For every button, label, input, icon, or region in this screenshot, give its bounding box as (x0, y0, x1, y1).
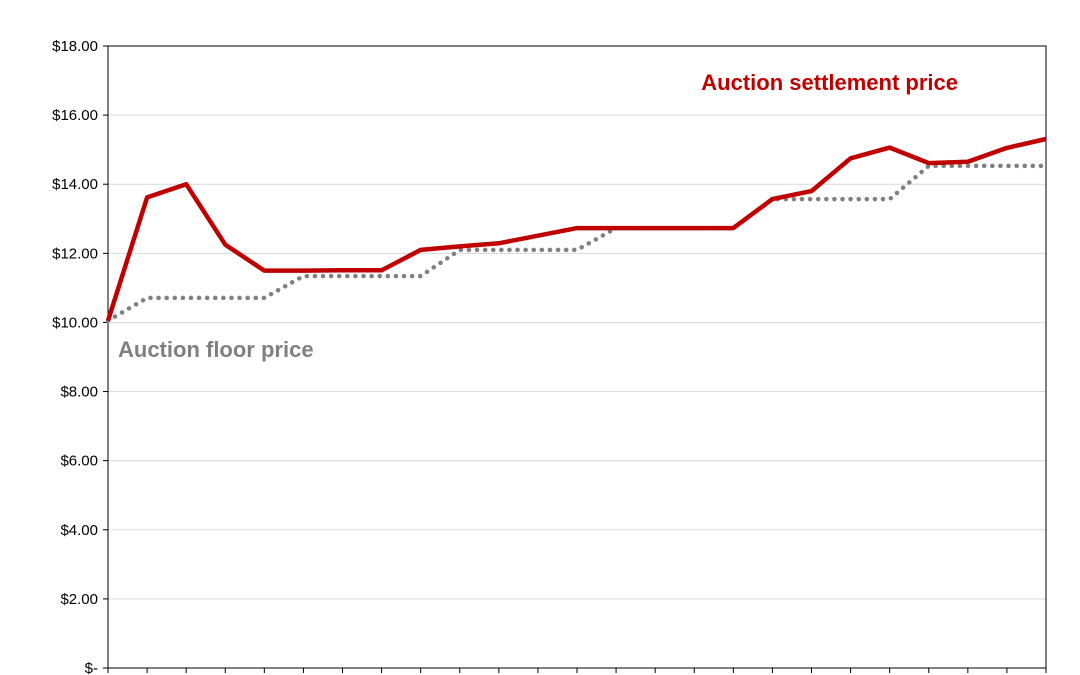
settlement-price-line (105, 136, 1047, 322)
floor-price-line (105, 163, 1049, 323)
floor-price-annotation: Auction floor price (118, 337, 314, 362)
y-tick-label: $10.00 (52, 314, 98, 331)
y-tick-label: $6.00 (60, 453, 98, 470)
y-tick-label: $14.00 (52, 176, 98, 193)
series-lines (105, 136, 1049, 323)
y-tick-label: $- (85, 660, 98, 675)
y-tick-label: $4.00 (60, 522, 98, 539)
settlement-price-annotation: Auction settlement price (701, 70, 958, 95)
y-tick-label: $8.00 (60, 384, 98, 401)
y-tick-label: $2.00 (60, 591, 98, 608)
y-tick-label: $18.00 (52, 38, 98, 55)
y-tick-label: $16.00 (52, 107, 98, 124)
x-axis-ticks (107, 668, 1047, 673)
y-tick-label: $12.00 (52, 245, 98, 262)
gridlines (108, 114, 1046, 600)
y-axis-ticks: $- $2.00 $4.00 $6.00 $8.00 $10.00 $12.00 $14.00… (52, 38, 108, 675)
